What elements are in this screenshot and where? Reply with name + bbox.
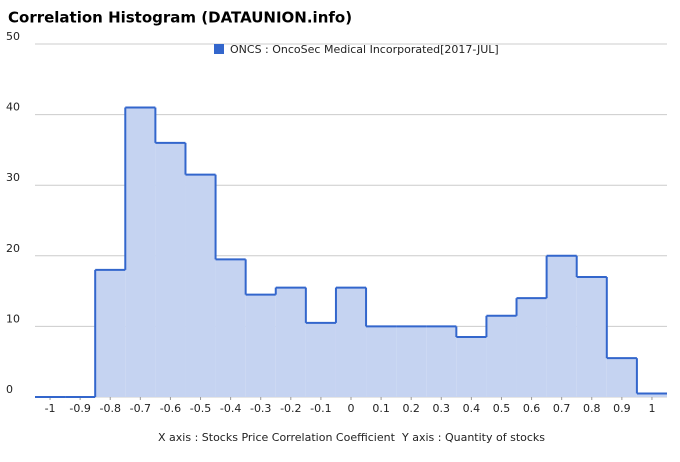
x-tick-label: -0.5 — [190, 402, 211, 415]
histogram-bar — [305, 322, 336, 397]
x-tick-label: 1 — [648, 402, 655, 415]
x-tick-label: -1 — [45, 402, 56, 415]
x-tick-label: -0.6 — [160, 402, 181, 415]
histogram-bar — [366, 326, 397, 397]
y-axis-label: Y axis : Quantity of stocks — [401, 431, 545, 444]
x-axis-label: X axis : Stocks Price Correlation Coeffi… — [158, 431, 396, 444]
y-tick-label: 10 — [6, 312, 20, 325]
histogram-bar — [95, 269, 126, 397]
x-tick-label: 0.7 — [553, 402, 571, 415]
x-tick-label: -0.1 — [310, 402, 331, 415]
x-tick-label: -0.2 — [280, 402, 301, 415]
y-tick-label: 30 — [6, 171, 20, 184]
y-tick-label: 40 — [6, 101, 20, 114]
histogram-bar — [516, 298, 547, 397]
x-tick-label: -0.9 — [69, 402, 90, 415]
histogram-bar — [155, 142, 186, 397]
x-tick-label: 0.3 — [433, 402, 451, 415]
y-tick-label: 0 — [6, 383, 13, 396]
histogram-bar — [125, 107, 156, 397]
x-tick-label: 0.5 — [493, 402, 511, 415]
histogram-bar — [275, 287, 306, 397]
legend-swatch — [214, 44, 224, 54]
chart-title: Correlation Histogram (DATAUNION.info) — [8, 9, 352, 27]
histogram-bar — [215, 259, 246, 397]
x-tick-label: 0.1 — [372, 402, 390, 415]
y-tick-label: 50 — [6, 30, 20, 43]
x-tick-label: 0.9 — [613, 402, 631, 415]
x-tick-label: -0.4 — [220, 402, 241, 415]
y-tick-label: 20 — [6, 242, 20, 255]
histogram-bar — [576, 276, 607, 397]
histogram-bar — [606, 358, 637, 397]
x-tick-label: -0.8 — [100, 402, 121, 415]
histogram-bar — [245, 294, 276, 397]
legend-label: ONCS : OncoSec Medical Incorporated[2017… — [230, 43, 499, 56]
histogram-bar — [486, 315, 517, 397]
x-tick-label: 0.2 — [402, 402, 420, 415]
histogram-bar — [546, 255, 577, 397]
histogram-bar — [636, 393, 667, 397]
x-tick-label: -0.3 — [250, 402, 271, 415]
histogram-bar — [185, 174, 216, 397]
x-tick-label: 0 — [348, 402, 355, 415]
x-tick-label: 0.8 — [583, 402, 601, 415]
x-tick-label: 0.6 — [523, 402, 541, 415]
x-tick-label: -0.7 — [130, 402, 151, 415]
histogram-bar — [456, 336, 487, 397]
histogram-bar — [335, 287, 367, 397]
x-tick-label: 0.4 — [463, 402, 481, 415]
histogram-bar — [426, 326, 457, 397]
histogram-bar — [396, 326, 427, 397]
